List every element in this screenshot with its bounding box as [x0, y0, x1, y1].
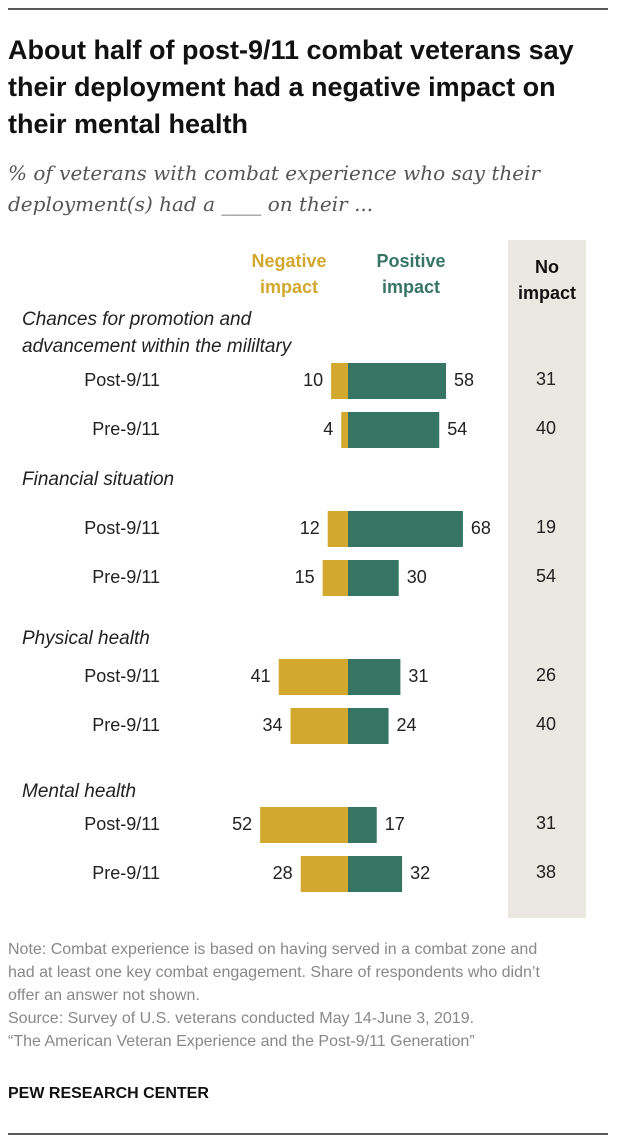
no-impact-value: 31: [536, 369, 556, 389]
negative-value: 4: [323, 419, 333, 439]
positive-bar: [348, 659, 401, 695]
row-label: Pre-9/11: [92, 567, 160, 587]
positive-value: 31: [408, 666, 428, 686]
negative-value: 52: [232, 814, 252, 834]
negative-bar: [341, 412, 348, 448]
negative-bar: [278, 659, 348, 695]
negative-value: 10: [303, 370, 323, 390]
positive-bar: [348, 708, 389, 744]
positive-value: 58: [454, 370, 474, 390]
row-label: Post-9/11: [84, 518, 160, 538]
positive-bar: [348, 363, 447, 399]
positive-value: 17: [385, 814, 405, 834]
row-label: Post-9/11: [84, 370, 160, 390]
note: Note: Combat experience is based on havi…: [8, 941, 540, 1004]
negative-value: 12: [300, 518, 320, 538]
positive-bar: [348, 412, 440, 448]
negative-value: 34: [263, 715, 283, 735]
no-impact-value: 26: [536, 665, 556, 685]
no-impact-value: 19: [536, 517, 556, 537]
row-label: Post-9/11: [84, 666, 160, 686]
negative-value: 41: [251, 666, 271, 686]
negative-bar: [331, 363, 348, 399]
positive-value: 68: [471, 518, 491, 538]
group-label: Physical health: [22, 628, 150, 649]
legend-label: Positive impact: [376, 251, 446, 297]
no-impact-value: 40: [536, 714, 556, 734]
negative-value: 15: [295, 567, 315, 587]
negative-bar: [300, 856, 348, 892]
positive-value: 54: [447, 419, 467, 439]
group-label: Chances for promotion and advancement wi…: [22, 309, 292, 357]
negative-bar: [327, 511, 348, 547]
chart-subtitle: % of veterans with combat experience who…: [8, 161, 541, 216]
positive-bar: [348, 807, 377, 843]
negative-bar: [260, 807, 348, 843]
positive-value: 24: [397, 715, 417, 735]
positive-bar: [348, 856, 403, 892]
negative-value: 28: [273, 863, 293, 883]
footer: PEW RESEARCH CENTER: [8, 1085, 209, 1102]
no-impact-header: No impact: [517, 257, 577, 303]
no-impact-value: 40: [536, 418, 556, 438]
positive-value: 32: [410, 863, 430, 883]
legend-label: Negative impact: [251, 251, 327, 297]
source: Source: Survey of U.S. veterans conducte…: [8, 1010, 475, 1027]
positive-value: 30: [407, 567, 427, 587]
no-impact-column: [508, 240, 586, 918]
chart-title: About half of post-9/11 combat veterans …: [8, 35, 574, 139]
negative-bar: [322, 560, 348, 596]
row-label: Post-9/11: [84, 814, 160, 834]
row-label: Pre-9/11: [92, 419, 160, 439]
no-impact-value: 38: [536, 862, 556, 882]
positive-bar: [348, 511, 463, 547]
negative-bar: [290, 708, 348, 744]
group-label: Financial situation: [22, 469, 175, 490]
group-label: Mental health: [22, 781, 137, 802]
source: “The American Veteran Experience and the…: [8, 1033, 475, 1050]
positive-bar: [348, 560, 399, 596]
row-label: Pre-9/11: [92, 863, 160, 883]
row-label: Pre-9/11: [92, 715, 160, 735]
no-impact-value: 54: [536, 566, 556, 586]
no-impact-value: 31: [536, 813, 556, 833]
